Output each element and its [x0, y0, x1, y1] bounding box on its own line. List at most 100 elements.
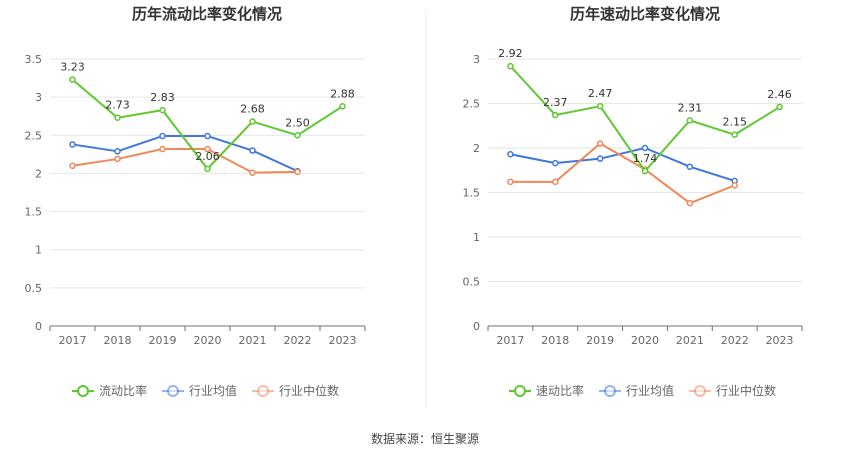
data-label: 2.83	[150, 91, 175, 104]
data-label: 1.74	[633, 152, 658, 165]
legend-label: 行业均值	[626, 383, 674, 398]
legend-label: 行业中位数	[279, 383, 339, 398]
y-tick-label: 0	[35, 320, 42, 333]
x-tick-label: 2021	[676, 334, 704, 347]
data-point	[686, 163, 694, 170]
data-point	[507, 150, 514, 158]
data-label: 2.47	[588, 87, 613, 100]
y-tick-label: 1	[473, 231, 480, 244]
data-point	[552, 111, 559, 119]
legend-item-3: 行业中位数	[689, 383, 776, 398]
legend-item-2: 行业均值	[599, 383, 674, 398]
chart-1: 历年流动比率变化情况 0 0.5 1 1.5 2 2.5 3 3.5 2017 2018 2019 20…	[25, 5, 366, 398]
legend-marker	[167, 385, 179, 397]
y-tick-label: 0.5	[463, 276, 481, 289]
data-source: 数据来源：恒生聚源	[370, 432, 479, 446]
y-tick-label: 0	[473, 320, 480, 333]
legend-label: 流动比率	[99, 383, 147, 398]
data-point	[641, 167, 649, 175]
x-tick-label: 2018	[541, 334, 569, 347]
data-point	[249, 169, 256, 176]
data-point	[507, 178, 514, 186]
data-point	[159, 106, 166, 114]
data-point	[204, 145, 211, 153]
data-point	[114, 148, 121, 155]
data-label: 2.06	[195, 150, 220, 163]
y-tick-label: 3	[35, 91, 42, 104]
chart-title: 历年流动比率变化情况	[132, 5, 282, 23]
data-label: 3.23	[60, 61, 85, 74]
data-point	[294, 132, 301, 139]
data-point	[159, 132, 166, 140]
x-tick-label: 2018	[104, 334, 132, 347]
data-point	[339, 103, 346, 110]
data-label: 2.73	[105, 99, 130, 112]
x-tick-label: 2022	[284, 334, 312, 347]
y-tick-label: 1.5	[463, 187, 481, 200]
data-point	[686, 199, 694, 207]
data-point	[596, 140, 604, 147]
data-point	[204, 165, 211, 173]
y-tick-label: 1	[35, 244, 42, 257]
y-tick-label: 1.5	[25, 206, 43, 219]
data-point	[641, 144, 649, 152]
y-tick-label: 3	[473, 53, 480, 66]
y-tick-label: 2	[35, 167, 42, 180]
legend-label: 速动比率	[536, 383, 584, 398]
series-line-2	[510, 147, 736, 182]
x-tick-label: 2019	[149, 334, 177, 347]
x-tick-label: 2023	[329, 334, 357, 347]
chart-title: 历年速动比率变化情况	[570, 5, 720, 23]
data-label: 2.50	[285, 116, 310, 129]
data-point	[596, 155, 604, 162]
y-tick-label: 2.5	[25, 129, 43, 142]
data-label: 2.92	[498, 47, 523, 60]
data-label: 2.88	[330, 87, 355, 100]
data-point	[596, 102, 604, 110]
legend-item-3: 行业中位数	[252, 383, 339, 398]
data-point	[552, 178, 559, 186]
y-tick-label: 2.5	[463, 98, 481, 111]
legend-marker	[257, 385, 269, 397]
data-label: 2.37	[543, 96, 568, 109]
legend-marker	[694, 385, 706, 397]
data-point	[686, 117, 694, 124]
data-point	[249, 147, 256, 154]
x-tick-label: 2022	[721, 334, 749, 347]
data-label: 2.68	[240, 103, 265, 116]
legend-marker	[604, 385, 616, 397]
data-label: 2.31	[678, 101, 703, 114]
data-point	[159, 145, 166, 153]
legend-marker	[77, 385, 89, 397]
data-point	[731, 182, 738, 189]
x-tick-label: 2020	[194, 334, 222, 347]
data-point	[114, 155, 121, 163]
data-label: 2.46	[767, 88, 792, 101]
y-tick-label: 0.5	[25, 282, 43, 295]
data-point	[249, 118, 256, 125]
data-point	[114, 114, 121, 121]
y-tick-label: 3.5	[25, 53, 43, 66]
x-tick-label: 2017	[496, 334, 524, 347]
series-line-2	[72, 135, 298, 173]
data-point	[776, 103, 783, 111]
series-line-3	[72, 148, 298, 174]
series-line-3	[510, 142, 736, 205]
data-point	[69, 76, 76, 83]
legend-item-1: 流动比率	[72, 383, 147, 398]
legend-item-2: 行业均值	[162, 383, 237, 398]
legend-label: 行业中位数	[716, 383, 776, 398]
x-tick-label: 2020	[631, 334, 659, 347]
data-point	[69, 141, 76, 148]
data-point	[294, 168, 301, 176]
chart-2: 历年速动比率变化情况 0 0.5 1 1.5 2 2.5 3 2017 2018 2019 2020 2…	[463, 5, 803, 398]
data-point	[731, 131, 738, 138]
legend-label: 行业均值	[189, 383, 237, 398]
data-point	[204, 132, 211, 140]
data-point	[552, 159, 559, 167]
x-tick-label: 2021	[239, 334, 267, 347]
data-label: 2.15	[722, 116, 747, 129]
data-point	[69, 162, 76, 170]
legend-marker	[514, 385, 526, 397]
